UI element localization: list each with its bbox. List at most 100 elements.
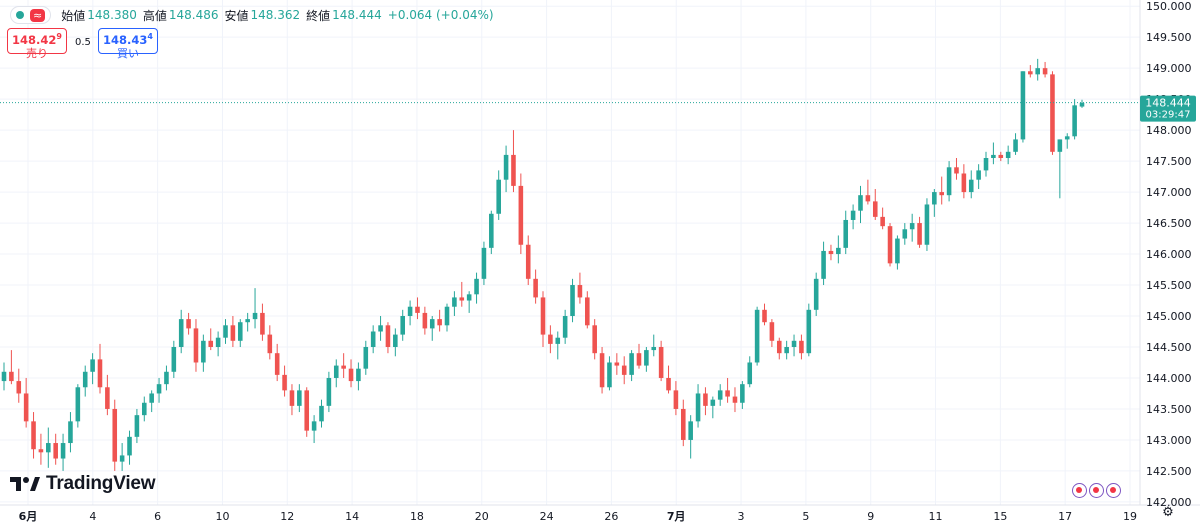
buy-button[interactable]: 148.434 買い — [98, 28, 158, 60]
candle-body — [112, 408, 118, 462]
buy-price-pip: 4 — [147, 32, 153, 41]
candle — [717, 384, 723, 406]
candle-body — [452, 297, 457, 307]
candle — [201, 334, 206, 372]
candle-body — [90, 359, 95, 372]
event-markers[interactable] — [1072, 483, 1121, 498]
y-tick-label: 148.000 — [1146, 124, 1192, 137]
candle-body — [370, 331, 376, 347]
candle — [215, 331, 221, 357]
tradingview-logo-icon — [10, 477, 40, 491]
candle-body — [75, 387, 81, 422]
candle — [1035, 58, 1040, 81]
candle — [533, 269, 538, 304]
y-tick-label: 145.000 — [1146, 310, 1192, 323]
candle-body — [968, 179, 974, 193]
jp-flag-icon[interactable] — [1089, 483, 1104, 498]
candle — [1028, 65, 1033, 78]
candle-body — [954, 167, 959, 174]
candle — [651, 334, 657, 357]
candle-body — [872, 201, 878, 217]
candle-body — [998, 154, 1004, 159]
candle-body — [540, 297, 546, 335]
tradingview-logo[interactable]: TradingView — [10, 473, 156, 495]
candle — [577, 272, 583, 304]
bar-countdown: 03:29:47 — [1146, 110, 1191, 121]
time-axis[interactable]: 6月 4 6 10 12 14 18 20 24 26 7月 3 5 9 11 15 17 19 — [19, 510, 1137, 523]
candle-body — [1042, 68, 1048, 75]
candle — [703, 387, 708, 416]
candle — [784, 340, 789, 360]
candle-body — [821, 250, 826, 279]
candle-body — [754, 309, 760, 363]
symbol-toggle[interactable]: ≈ — [10, 6, 52, 24]
gear-icon[interactable]: ⚙ — [1162, 505, 1174, 520]
candle — [429, 316, 435, 341]
candle-body — [82, 371, 88, 388]
candle — [297, 384, 302, 413]
candle-body — [141, 402, 147, 416]
candle — [38, 433, 44, 465]
candle — [311, 415, 317, 444]
x-tick-label: 12 — [280, 510, 294, 523]
buy-price: 148.43 — [103, 32, 148, 47]
price-axis[interactable]: 142.000 142.500 143.000 143.500 144.000 144.5… — [1146, 0, 1192, 509]
candle — [562, 309, 568, 344]
candle — [548, 325, 553, 354]
candle — [850, 204, 856, 230]
candle-body — [1035, 68, 1040, 75]
change-value: +0.064 (+0.04%) — [387, 8, 494, 22]
candle — [437, 309, 442, 332]
candle — [939, 176, 945, 205]
candle — [75, 384, 81, 428]
candle — [171, 340, 177, 378]
candle-body — [555, 337, 561, 344]
candle — [274, 343, 280, 382]
candle — [230, 316, 236, 347]
candle — [348, 359, 354, 388]
candle — [1050, 71, 1055, 155]
candle — [452, 291, 457, 317]
candle — [237, 319, 243, 347]
candle-body — [127, 436, 132, 456]
candle — [245, 312, 250, 332]
candle-body — [496, 179, 501, 214]
candle — [68, 412, 73, 453]
candle-body — [415, 306, 420, 313]
candle-body — [710, 399, 716, 406]
candle-body — [784, 346, 789, 354]
candle — [400, 309, 406, 341]
candle — [895, 235, 900, 270]
candle-body — [533, 278, 538, 298]
candle-body — [562, 316, 568, 338]
candle-body — [267, 334, 273, 354]
candle — [909, 213, 915, 242]
y-tick-label: 145.500 — [1146, 279, 1192, 292]
sell-button[interactable]: 148.429 売り — [7, 28, 67, 60]
candle-body — [607, 362, 612, 388]
candle-body — [680, 408, 686, 440]
candle-body — [740, 384, 745, 403]
y-tick-label: 149.500 — [1146, 31, 1192, 44]
candle-body — [134, 415, 140, 437]
candle — [370, 325, 376, 354]
candle-body — [732, 396, 738, 403]
candle — [843, 210, 849, 255]
x-tick-label: 17 — [1058, 510, 1072, 523]
us-flag-icon[interactable] — [1072, 483, 1087, 498]
candle-body — [149, 393, 154, 403]
candle-body — [503, 154, 509, 180]
us-flag-icon[interactable] — [1106, 483, 1121, 498]
candle-body — [806, 309, 812, 354]
candle — [998, 151, 1004, 162]
candle — [828, 244, 834, 261]
y-tick-label: 147.500 — [1146, 155, 1192, 168]
candle — [1005, 145, 1011, 165]
candle — [503, 145, 509, 193]
low-value: 148.362 — [250, 8, 301, 22]
x-tick-label: 4 — [89, 510, 96, 523]
candle-body — [393, 334, 398, 347]
y-tick-label: 144.000 — [1146, 372, 1192, 385]
candle — [570, 278, 575, 323]
